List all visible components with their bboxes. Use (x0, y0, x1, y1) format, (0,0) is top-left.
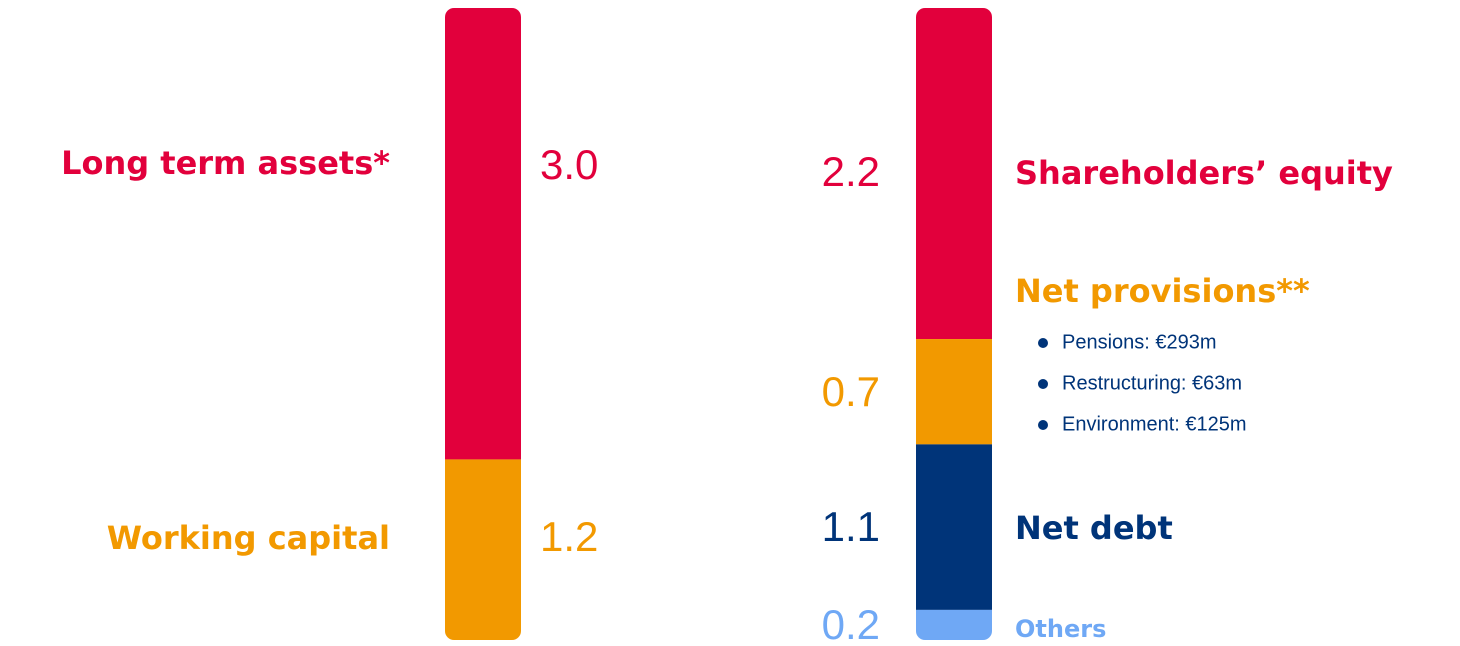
series-label: Net provisions** (1015, 272, 1310, 310)
series-label: Net debt (1015, 509, 1173, 547)
value-label: 0.2 (822, 601, 880, 646)
value-label: 2.2 (822, 148, 880, 195)
bar-segment (916, 609, 992, 640)
bar-stack (445, 8, 521, 640)
value-label: 1.2 (540, 513, 598, 560)
value-label: 1.1 (822, 503, 880, 550)
bar-segment (445, 8, 521, 460)
note: Restructuring: €63m (1062, 372, 1242, 394)
bar-segment (916, 444, 992, 610)
bar-stack (916, 8, 992, 640)
bullet (1038, 420, 1048, 430)
series-label: Working capital (107, 519, 390, 557)
bar-segment (445, 459, 521, 640)
bullet (1038, 379, 1048, 389)
series-label: Others (1015, 615, 1106, 643)
bar-segment (916, 8, 992, 340)
value-label: 3.0 (540, 141, 598, 188)
bullet (1038, 338, 1048, 348)
series-label: Shareholders’ equity (1015, 154, 1393, 192)
value-label: 0.7 (822, 368, 880, 415)
note: Pensions: €293m (1062, 331, 1217, 353)
note: Environment: €125m (1062, 413, 1247, 435)
series-label: Long term assets* (61, 144, 390, 182)
bar-segment (916, 339, 992, 445)
